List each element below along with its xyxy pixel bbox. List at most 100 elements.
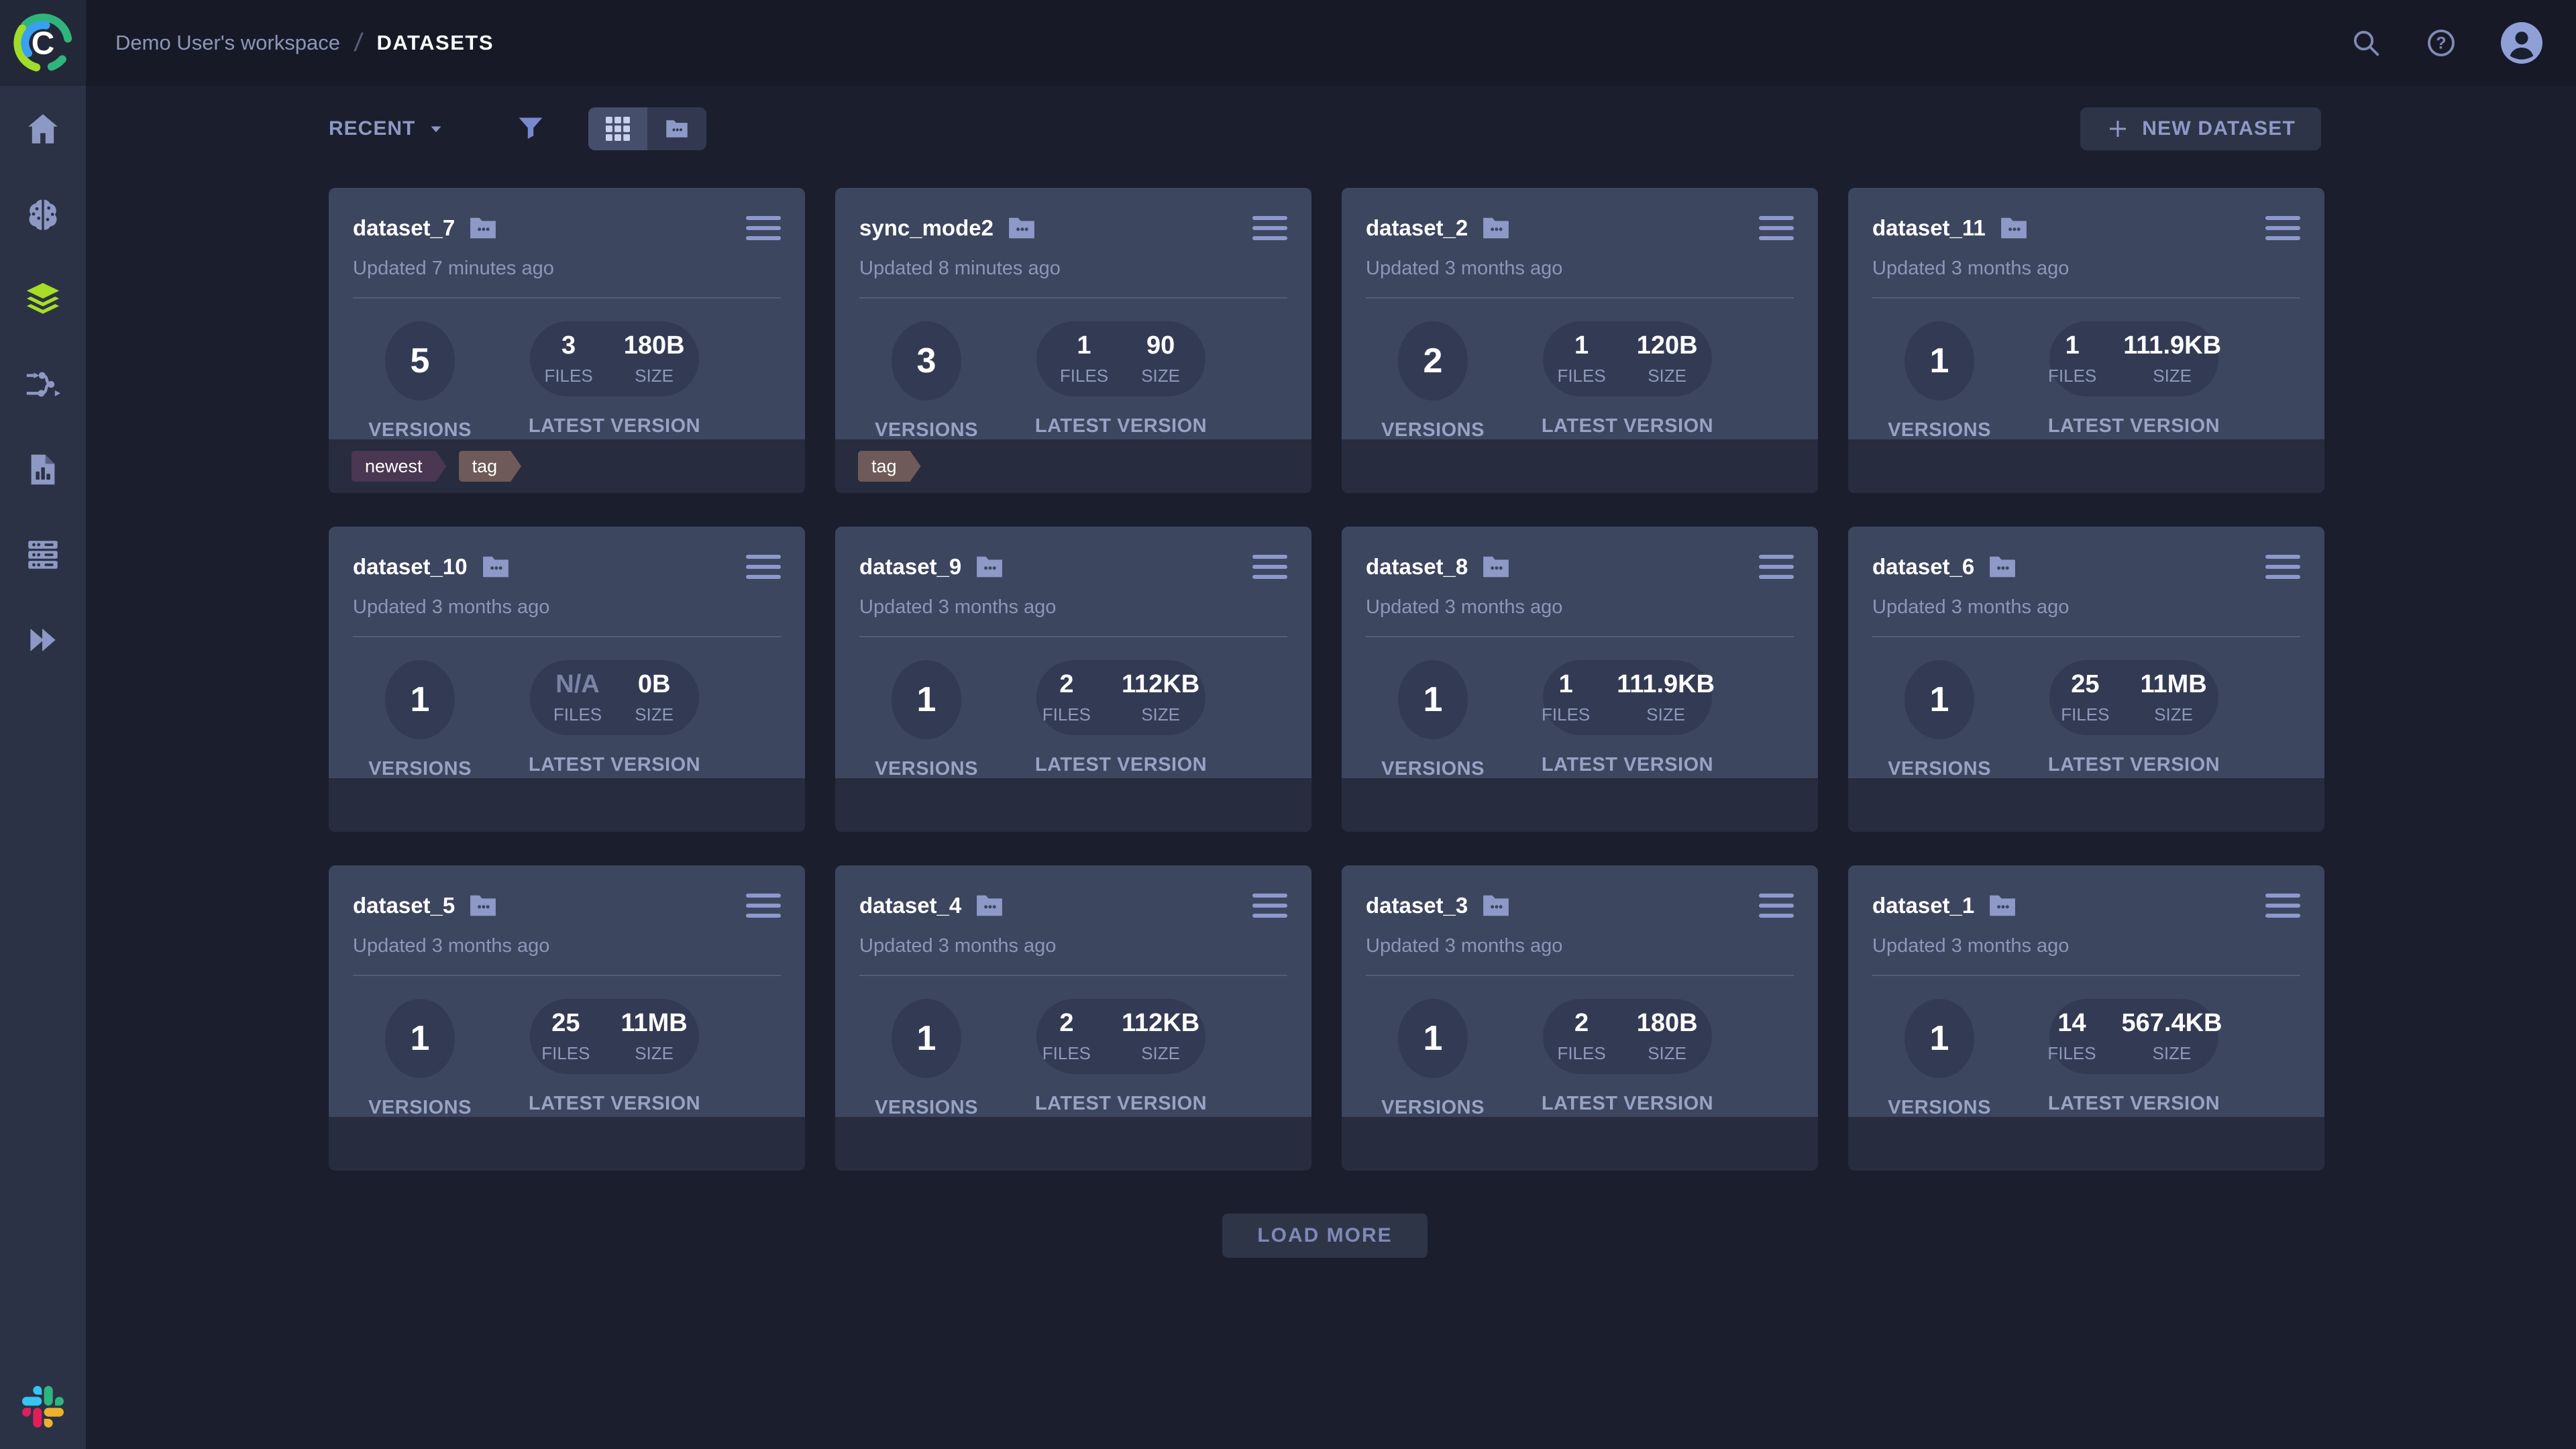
latest-version-pill: N/A FILES 0B SIZE bbox=[530, 660, 699, 735]
sidebar-item-workers-queues[interactable] bbox=[0, 512, 86, 597]
card-tags bbox=[835, 778, 1311, 832]
dataset-grid: dataset_7 Updated 7 minutes ago 5 VERSIO… bbox=[329, 188, 2324, 1171]
dataset-updated: Updated 8 minutes ago bbox=[859, 258, 1061, 279]
sort-dropdown[interactable]: RECENT bbox=[329, 117, 446, 140]
dataset-card-dataset_1[interactable]: dataset_1 Updated 3 months ago 1 VERSION… bbox=[1848, 865, 2324, 1171]
files-label: FILES bbox=[541, 1043, 590, 1063]
size-label: SIZE bbox=[1646, 704, 1686, 724]
files-count: 1 bbox=[1077, 331, 1091, 360]
breadcrumb-workspace[interactable]: Demo User's workspace bbox=[115, 31, 340, 54]
dataset-card-dataset_11[interactable]: dataset_11 Updated 3 months ago 1 VERSIO… bbox=[1848, 188, 2324, 493]
card-menu-icon[interactable] bbox=[2265, 890, 2300, 922]
clearml-logo[interactable]: C bbox=[0, 0, 86, 86]
versions-label: VERSIONS bbox=[875, 419, 978, 441]
size-value: 112KB bbox=[1122, 1009, 1200, 1037]
files-block: 14 FILES bbox=[2047, 1009, 2096, 1064]
dataset-card-dataset_10[interactable]: dataset_10 Updated 3 months ago 1 VERSIO… bbox=[329, 527, 805, 832]
dataset-card-dataset_9[interactable]: dataset_9 Updated 3 months ago 1 VERSION… bbox=[835, 527, 1311, 832]
sidebar-item-reports[interactable] bbox=[0, 427, 86, 512]
sidebar-item-slack[interactable] bbox=[0, 1386, 86, 1428]
files-label: FILES bbox=[1042, 704, 1091, 724]
latest-version-block: 1 FILES 111.9KB SIZE LATEST VERSION bbox=[1500, 660, 1755, 780]
size-label: SIZE bbox=[1141, 704, 1181, 724]
card-menu-icon[interactable] bbox=[1759, 551, 1794, 583]
card-stats: 5 VERSIONS 3 FILES 180B SIZE LATEST VERS… bbox=[329, 321, 805, 441]
versions-block: 1 VERSIONS bbox=[353, 999, 487, 1119]
sidebar-item-pipelines[interactable] bbox=[0, 341, 86, 427]
card-tags bbox=[1848, 1117, 2324, 1171]
new-dataset-button[interactable]: NEW DATASET bbox=[2080, 107, 2321, 150]
tag-newest[interactable]: newest bbox=[352, 451, 447, 482]
card-stats: 1 VERSIONS 2 FILES 112KB SIZE LATEST VER… bbox=[835, 999, 1311, 1119]
dataset-card-dataset_2[interactable]: dataset_2 Updated 3 months ago 2 VERSION… bbox=[1342, 188, 1818, 493]
card-tags bbox=[1342, 1117, 1818, 1171]
files-block: 2 FILES bbox=[1042, 670, 1091, 725]
load-more-button[interactable]: LOAD MORE bbox=[1222, 1214, 1428, 1258]
latest-version-block: 25 FILES 11MB SIZE LATEST VERSION bbox=[487, 999, 742, 1119]
card-menu-icon[interactable] bbox=[1759, 890, 1794, 922]
card-menu-icon[interactable] bbox=[2265, 551, 2300, 583]
sidebar-item-projects[interactable] bbox=[0, 171, 86, 256]
grid-view-button[interactable] bbox=[588, 107, 648, 150]
sidebar-item-datasets[interactable] bbox=[0, 256, 86, 341]
search-icon[interactable] bbox=[2351, 28, 2381, 58]
plus-icon bbox=[2110, 121, 2127, 137]
latest-version-label: LATEST VERSION bbox=[1034, 1093, 1208, 1114]
files-count: 2 bbox=[1059, 1009, 1074, 1037]
latest-version-label: LATEST VERSION bbox=[1541, 415, 1714, 437]
latest-version-pill: 2 FILES 180B SIZE bbox=[1543, 999, 1712, 1074]
folder-view-button[interactable] bbox=[647, 107, 706, 150]
versions-label: VERSIONS bbox=[1888, 758, 1991, 780]
card-divider bbox=[859, 636, 1287, 637]
breadcrumb-separator: / bbox=[353, 28, 364, 57]
versions-label: VERSIONS bbox=[1381, 1097, 1485, 1118]
dataset-folder-icon bbox=[1990, 895, 2016, 916]
versions-count: 1 bbox=[1904, 660, 1974, 739]
latest-version-block: 2 FILES 112KB SIZE LATEST VERSION bbox=[994, 660, 1248, 780]
dataset-card-dataset_7[interactable]: dataset_7 Updated 7 minutes ago 5 VERSIO… bbox=[329, 188, 805, 493]
dataset-card-dataset_4[interactable]: dataset_4 Updated 3 months ago 1 VERSION… bbox=[835, 865, 1311, 1171]
versions-label: VERSIONS bbox=[368, 419, 472, 441]
latest-version-label: LATEST VERSION bbox=[528, 754, 701, 775]
dataset-name: dataset_11 bbox=[1872, 215, 1986, 240]
card-menu-icon[interactable] bbox=[746, 551, 781, 583]
latest-version-block: N/A FILES 0B SIZE LATEST VERSION bbox=[487, 660, 742, 780]
tag-tag[interactable]: tag bbox=[459, 451, 522, 482]
card-menu-icon[interactable] bbox=[1759, 212, 1794, 244]
size-block: 112KB SIZE bbox=[1122, 670, 1199, 725]
help-icon[interactable]: ? bbox=[2426, 28, 2457, 58]
card-menu-icon[interactable] bbox=[2265, 212, 2300, 244]
dataset-card-dataset_3[interactable]: dataset_3 Updated 3 months ago 1 VERSION… bbox=[1342, 865, 1818, 1171]
dataset-updated: Updated 3 months ago bbox=[353, 935, 550, 957]
tag-tag[interactable]: tag bbox=[858, 451, 921, 482]
card-tags bbox=[1848, 778, 2324, 832]
pipelines-icon bbox=[26, 372, 61, 396]
dataset-card-dataset_8[interactable]: dataset_8 Updated 3 months ago 1 VERSION… bbox=[1342, 527, 1818, 832]
card-stats: 1 VERSIONS 14 FILES 567.4KB SIZE LATEST … bbox=[1848, 999, 2324, 1119]
card-menu-icon[interactable] bbox=[746, 212, 781, 244]
filter-icon[interactable] bbox=[516, 114, 545, 144]
latest-version-block: 25 FILES 11MB SIZE LATEST VERSION bbox=[2006, 660, 2261, 780]
sidebar-item-applications[interactable] bbox=[0, 597, 86, 682]
dataset-card-dataset_6[interactable]: dataset_6 Updated 3 months ago 1 VERSION… bbox=[1848, 527, 2324, 832]
card-header: dataset_11 bbox=[1848, 188, 2324, 244]
versions-count: 1 bbox=[892, 999, 961, 1078]
svg-text:?: ? bbox=[2436, 34, 2446, 52]
sidebar-item-home[interactable] bbox=[0, 86, 86, 171]
card-menu-icon[interactable] bbox=[1252, 890, 1287, 922]
card-menu-icon[interactable] bbox=[1252, 551, 1287, 583]
dataset-folder-icon bbox=[977, 556, 1003, 578]
card-menu-icon[interactable] bbox=[1252, 212, 1287, 244]
size-block: 111.9KB SIZE bbox=[2123, 331, 2221, 386]
card-tags: newest tag bbox=[329, 439, 805, 493]
user-avatar[interactable] bbox=[2501, 22, 2542, 64]
size-value: 112KB bbox=[1122, 670, 1200, 698]
card-divider bbox=[1366, 297, 1794, 299]
card-menu-icon[interactable] bbox=[746, 890, 781, 922]
files-block: 25 FILES bbox=[541, 1009, 590, 1064]
dataset-card-sync_mode2[interactable]: sync_mode2 Updated 8 minutes ago 3 VERSI… bbox=[835, 188, 1311, 493]
size-value: 180B bbox=[1636, 1009, 1698, 1037]
new-dataset-label: NEW DATASET bbox=[2142, 117, 2296, 140]
versions-block: 1 VERSIONS bbox=[1872, 321, 2006, 441]
dataset-card-dataset_5[interactable]: dataset_5 Updated 3 months ago 1 VERSION… bbox=[329, 865, 805, 1171]
